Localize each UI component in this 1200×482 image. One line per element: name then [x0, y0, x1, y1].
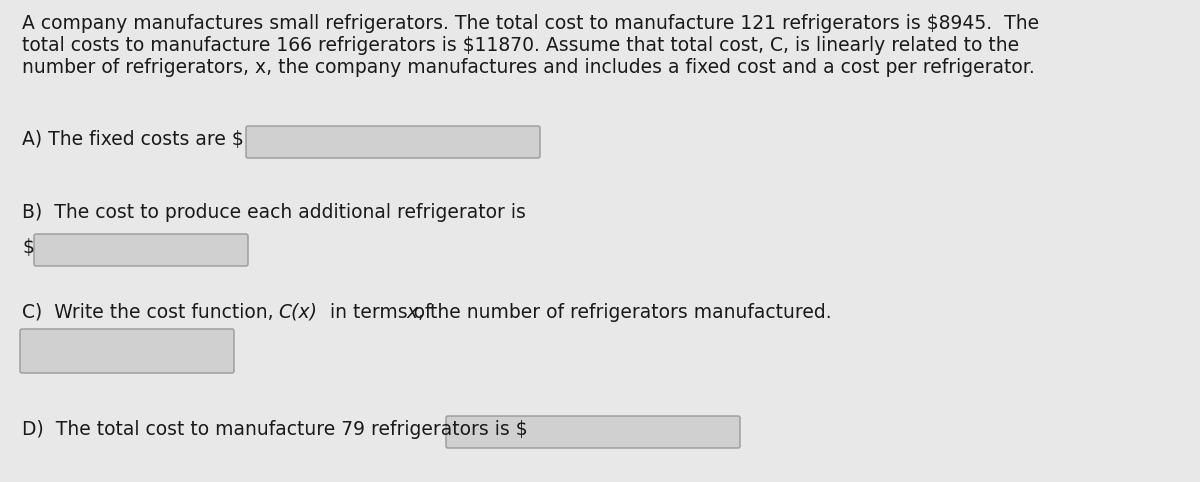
Text: C)  Write the cost function,: C) Write the cost function,	[22, 303, 280, 322]
Text: number of refrigerators, x, the company manufactures and includes a fixed cost a: number of refrigerators, x, the company …	[22, 58, 1034, 77]
Text: D)  The total cost to manufacture 79 refrigerators is $: D) The total cost to manufacture 79 refr…	[22, 420, 528, 439]
FancyBboxPatch shape	[20, 329, 234, 373]
Text: C(x): C(x)	[278, 303, 317, 322]
Text: $: $	[22, 238, 34, 257]
Text: A company manufactures small refrigerators. The total cost to manufacture 121 re: A company manufactures small refrigerato…	[22, 14, 1039, 33]
FancyBboxPatch shape	[34, 234, 248, 266]
Text: B)  The cost to produce each additional refrigerator is: B) The cost to produce each additional r…	[22, 203, 526, 222]
Text: total costs to manufacture 166 refrigerators is $11870. Assume that total cost, : total costs to manufacture 166 refrigera…	[22, 36, 1019, 55]
Text: A) The fixed costs are $: A) The fixed costs are $	[22, 130, 244, 149]
Text: in terms of: in terms of	[324, 303, 438, 322]
FancyBboxPatch shape	[246, 126, 540, 158]
Text: x: x	[406, 303, 418, 322]
Text: , the number of refrigerators manufactured.: , the number of refrigerators manufactur…	[418, 303, 832, 322]
FancyBboxPatch shape	[446, 416, 740, 448]
